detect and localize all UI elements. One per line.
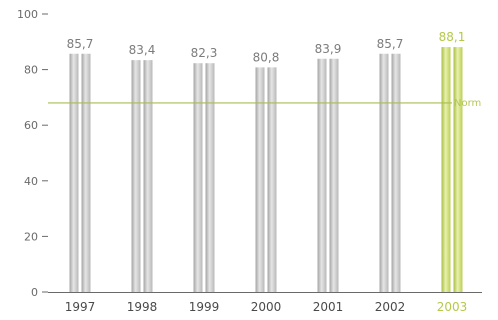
reference-line-label: Norm (454, 98, 481, 109)
data-label: 85,7 (377, 37, 404, 51)
y-tick-label: 20 (24, 230, 38, 243)
bar (255, 67, 277, 292)
bar (131, 60, 153, 293)
bar-column-left (193, 63, 203, 293)
data-label: 83,4 (129, 43, 156, 57)
bar-column-left (131, 60, 141, 293)
bar-column-left (69, 53, 79, 293)
y-tick-label: 40 (24, 175, 38, 188)
x-tick-label: 2000 (251, 300, 282, 314)
bar-column-left (255, 67, 265, 292)
y-tick-label: 60 (24, 119, 38, 132)
x-tick-label: 2003 (437, 300, 468, 314)
bar (317, 58, 339, 293)
data-label: 88,1 (439, 30, 466, 44)
x-tick-label: 2002 (375, 300, 406, 314)
x-tick-label: 1998 (127, 300, 158, 314)
bar-column-left (317, 58, 327, 293)
data-label: 85,7 (67, 37, 94, 51)
reference-line-group: Norm (48, 98, 481, 109)
data-label: 80,8 (253, 50, 280, 64)
x-tick-label: 2001 (313, 300, 344, 314)
bar (441, 47, 463, 292)
bar-column-right (143, 60, 153, 293)
data-label: 83,9 (315, 42, 342, 56)
y-tick-label: 80 (24, 64, 38, 77)
y-tick-label: 100 (17, 8, 38, 21)
y-axis: 0 20 40 60 80 100 (17, 8, 48, 299)
bar-column-right (81, 53, 91, 293)
data-labels-group: 85,7 83,4 82,3 80,8 83,9 85,7 88,1 (67, 30, 466, 64)
bar-column-right (453, 47, 463, 292)
bar (193, 63, 215, 293)
bar-column-left (379, 53, 389, 293)
bar-column-right (329, 58, 339, 293)
x-tick-label: 1997 (65, 300, 96, 314)
bar (69, 53, 91, 293)
bar-column-left (441, 47, 451, 292)
bar (379, 53, 401, 293)
bars-group (69, 47, 463, 293)
x-tick-label: 1999 (189, 300, 220, 314)
y-tick-label: 0 (31, 286, 38, 299)
x-axis: 1997 1998 1999 2000 2001 2002 2003 (48, 292, 482, 314)
data-label: 82,3 (191, 46, 218, 60)
bar-column-right (391, 53, 401, 293)
bar-column-right (267, 67, 277, 292)
bar-column-right (205, 63, 215, 293)
